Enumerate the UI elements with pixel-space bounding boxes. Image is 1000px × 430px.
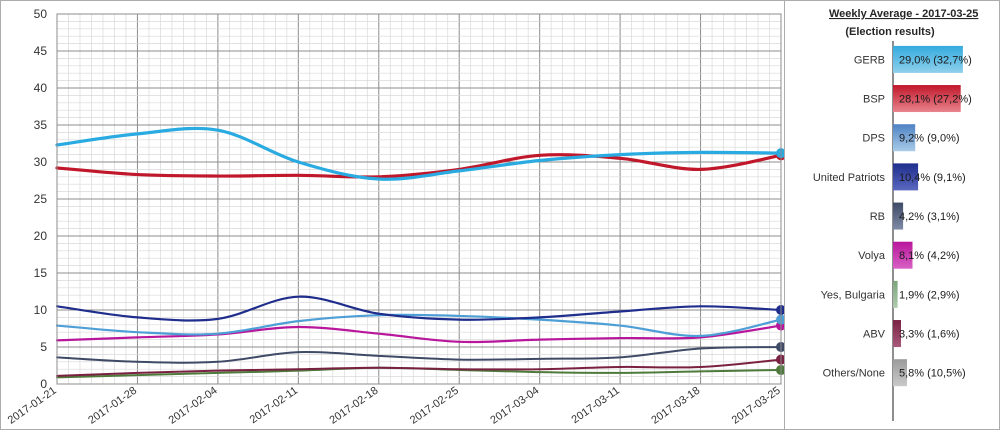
svg-text:(Election results): (Election results) [845,26,935,38]
svg-text:ABV: ABV [863,329,886,341]
svg-text:1,9% (2,9%): 1,9% (2,9%) [899,289,960,301]
svg-text:Others/None: Others/None [823,368,885,380]
svg-text:DPS: DPS [862,133,885,145]
svg-text:4,2% (3,1%): 4,2% (3,1%) [899,211,960,223]
svg-text:Yes, Bulgaria: Yes, Bulgaria [821,289,886,301]
svg-text:20: 20 [34,229,48,243]
svg-text:Weekly Average - 2017-03-25: Weekly Average - 2017-03-25 [829,8,978,20]
svg-text:10,4% (9,1%): 10,4% (9,1%) [899,172,966,184]
svg-text:5,8% (10,5%): 5,8% (10,5%) [899,368,966,380]
svg-text:30: 30 [34,155,48,169]
svg-text:Volya: Volya [858,250,886,262]
svg-text:45: 45 [34,44,48,58]
svg-text:29,0% (32,7%): 29,0% (32,7%) [899,54,972,66]
svg-text:40: 40 [34,81,48,95]
svg-text:50: 50 [34,7,48,21]
svg-text:BSP: BSP [863,94,885,106]
svg-text:35: 35 [34,118,48,132]
svg-text:28,1% (27,2%): 28,1% (27,2%) [899,94,972,106]
svg-text:5: 5 [40,340,47,354]
svg-text:25: 25 [34,192,48,206]
svg-text:RB: RB [870,211,885,223]
svg-text:United Patriots: United Patriots [813,172,886,184]
svg-text:10: 10 [34,303,48,317]
svg-text:3,3% (1,6%): 3,3% (1,6%) [899,329,960,341]
svg-text:15: 15 [34,266,48,280]
svg-text:9,2% (9,0%): 9,2% (9,0%) [899,133,960,145]
svg-text:GERB: GERB [854,54,885,66]
svg-text:8,1% (4,2%): 8,1% (4,2%) [899,250,960,262]
